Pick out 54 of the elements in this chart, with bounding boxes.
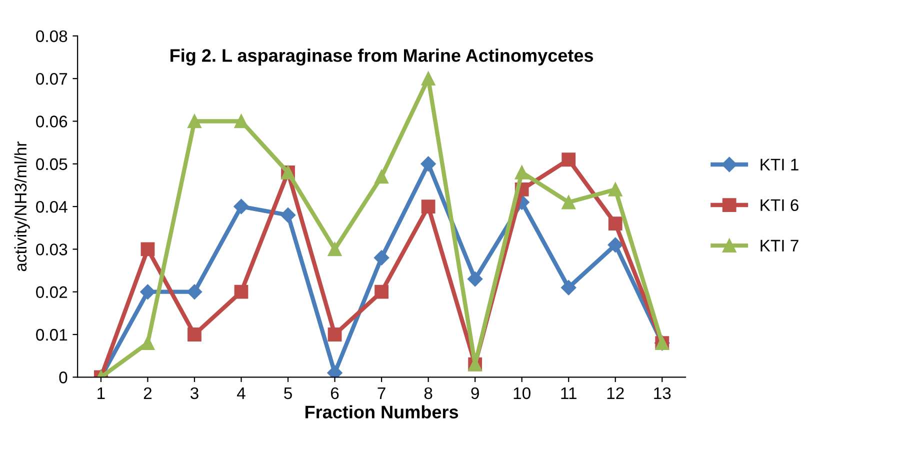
x-tick-label: 11 <box>561 387 576 399</box>
point <box>561 280 576 296</box>
y-axis-title: activity/NH3/ml/hr <box>14 142 30 272</box>
point <box>608 237 623 252</box>
point <box>562 152 576 167</box>
x-tick-label: 8 <box>424 387 432 400</box>
text: Fig 2. L asparaginase from Marine Actinomycetes <box>170 48 594 66</box>
legend-label: KTI 7 <box>760 240 798 252</box>
point <box>234 114 248 128</box>
x-tick-label: 3 <box>190 387 198 400</box>
x-tick-label: 1 <box>98 387 105 399</box>
point <box>328 242 342 256</box>
legend-label: KTI 6 <box>760 199 798 212</box>
y-tick-label: 0.06 <box>36 116 68 128</box>
y-tick-label: 0.07 <box>36 72 68 85</box>
x-axis-title: Fraction Numbers <box>306 405 458 418</box>
y-tick-label: 0.08 <box>36 30 68 42</box>
x-tick-label: 5 <box>284 387 292 400</box>
point <box>374 284 388 299</box>
point <box>188 114 202 128</box>
point <box>234 198 249 214</box>
legend-label: KTI 1 <box>760 158 798 170</box>
point <box>140 284 156 300</box>
x-tick-label: 10 <box>514 387 530 400</box>
y-tick-label: 0.05 <box>36 158 68 170</box>
point <box>328 328 342 342</box>
point <box>421 72 436 86</box>
point <box>608 216 622 231</box>
point <box>608 182 622 196</box>
x-tick-label: 2 <box>144 387 152 399</box>
y-tick-label: 0 <box>59 372 68 384</box>
point <box>374 250 390 266</box>
x-tick-label: 6 <box>330 387 339 400</box>
point <box>140 336 155 350</box>
point <box>421 200 436 214</box>
y-tick-label: 0.03 <box>36 244 68 256</box>
x-tick-label: 7 <box>378 387 386 399</box>
y-tick-label: 0.04 <box>36 200 68 213</box>
point <box>468 271 483 287</box>
x-tick-label: 4 <box>237 387 246 399</box>
point <box>562 195 576 210</box>
x-tick-label: 9 <box>471 387 479 400</box>
y-tick-label: 0.01 <box>36 328 68 341</box>
point <box>234 284 248 299</box>
y-tick-label: 0.02 <box>36 286 68 298</box>
point <box>420 156 436 172</box>
point <box>140 242 155 256</box>
point <box>186 284 202 300</box>
x-tick-label: 12 <box>607 387 624 399</box>
point <box>514 165 529 180</box>
point <box>188 328 202 342</box>
x-tick-label: 13 <box>654 387 671 400</box>
point <box>280 208 296 223</box>
point <box>374 170 388 184</box>
